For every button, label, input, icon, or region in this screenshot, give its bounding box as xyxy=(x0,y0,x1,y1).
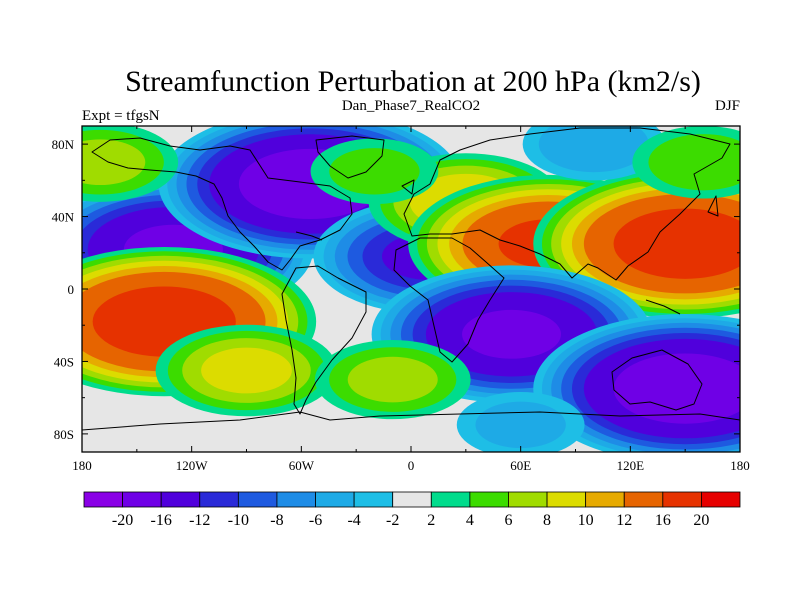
contour-13-level-1 xyxy=(475,401,566,449)
colorbar-label-8: 2 xyxy=(427,512,435,529)
coastline-greenland xyxy=(315,135,385,179)
colorbar-swatch-15 xyxy=(662,491,702,508)
chart-subtitle: Dan_Phase7_RealCO2 xyxy=(342,98,480,114)
colorbar-label-10: 6 xyxy=(504,512,512,529)
x-tick-label-5: 120E xyxy=(617,458,645,473)
colorbar-label-15: 20 xyxy=(693,512,709,529)
colorbar-label-7: -2 xyxy=(386,512,399,529)
colorbar-swatch-1 xyxy=(122,491,162,508)
colorbar-label-5: -6 xyxy=(309,512,322,529)
coastline-north-america xyxy=(91,137,353,271)
colorbar-label-6: -4 xyxy=(347,512,360,529)
contour-14-level-1 xyxy=(329,148,420,195)
coastline-islands xyxy=(295,179,719,315)
colorbar-swatch-16 xyxy=(701,491,741,508)
y-tick-label-0: 80N xyxy=(52,137,75,152)
contour-10-level-2 xyxy=(347,356,438,403)
colorbar-label-2: -12 xyxy=(189,512,210,529)
colorbar-swatch-0 xyxy=(83,491,123,508)
colorbar-label-14: 16 xyxy=(655,512,671,529)
contour-12-level-1 xyxy=(538,126,649,173)
x-tick-label-4: 60E xyxy=(510,458,531,473)
contour-8-level-6 xyxy=(462,309,562,359)
y-tick-label-2: 0 xyxy=(68,282,75,297)
experiment-label: Expt = tfgsN xyxy=(82,108,160,124)
coastline-africa xyxy=(393,237,505,363)
colorbar-label-4: -8 xyxy=(270,512,283,529)
x-tick-label-3: 0 xyxy=(408,458,415,473)
contour-field xyxy=(82,126,740,452)
y-axis: 80N 40N 0 40S 80S xyxy=(52,137,740,442)
x-tick-label-1: 120W xyxy=(176,458,209,473)
colorbar-label-13: 12 xyxy=(616,512,632,529)
season-label: DJF xyxy=(715,98,740,114)
x-axis: 180 120W 60W 0 60E 120E 180 xyxy=(72,126,750,473)
contour-15-level-1 xyxy=(648,134,740,191)
x-tick-label-6: 180 xyxy=(730,458,750,473)
contour-7-level-3 xyxy=(201,347,292,394)
colorbar-label-1: -16 xyxy=(151,512,172,529)
coastline-eurasia xyxy=(403,127,731,281)
y-tick-label-1: 40N xyxy=(52,210,75,225)
colorbar-swatch-12 xyxy=(546,491,587,508)
coastline-australia xyxy=(611,349,703,411)
coastlines xyxy=(82,127,740,431)
coastline-south-america xyxy=(281,265,367,415)
contour-5-level-6 xyxy=(613,208,740,279)
colorbar-label-11: 8 xyxy=(543,512,551,529)
colorbar-swatch-7 xyxy=(353,491,394,508)
contour-9-level-6 xyxy=(613,353,740,424)
colorbar-label-0: -20 xyxy=(112,512,133,529)
colorbar-swatch-10 xyxy=(469,491,509,508)
colorbar: -20 -16 -12 -10 -8 -6 -4 -2 2 4 6 8 10 12 16 20 xyxy=(83,491,741,529)
colorbar-swatch-8 xyxy=(392,491,432,508)
x-tick-label-2: 60W xyxy=(289,458,315,473)
colorbar-label-3: -10 xyxy=(228,512,249,529)
colorbar-swatch-14 xyxy=(623,491,664,508)
y-tick-label-4: 80S xyxy=(54,427,74,442)
x-tick-label-0: 180 xyxy=(72,458,92,473)
y-tick-label-3: 40S xyxy=(54,354,74,369)
colorbar-label-12: 10 xyxy=(578,512,594,529)
colorbar-swatch-2 xyxy=(160,491,201,508)
contour-11-level-2 xyxy=(82,139,146,186)
colorbar-swatch-5 xyxy=(276,491,316,508)
colorbar-swatch-4 xyxy=(237,491,278,508)
colorbar-swatch-3 xyxy=(199,491,239,508)
colorbar-swatch-9 xyxy=(430,491,471,508)
colorbar-swatch-6 xyxy=(315,491,355,508)
colorbar-swatch-13 xyxy=(585,491,625,508)
coastline-antarctica xyxy=(82,411,740,431)
chart-title: Streamfunction Perturbation at 200 hPa (… xyxy=(125,65,701,98)
colorbar-label-9: 4 xyxy=(466,512,474,529)
colorbar-swatch-11 xyxy=(508,491,548,508)
